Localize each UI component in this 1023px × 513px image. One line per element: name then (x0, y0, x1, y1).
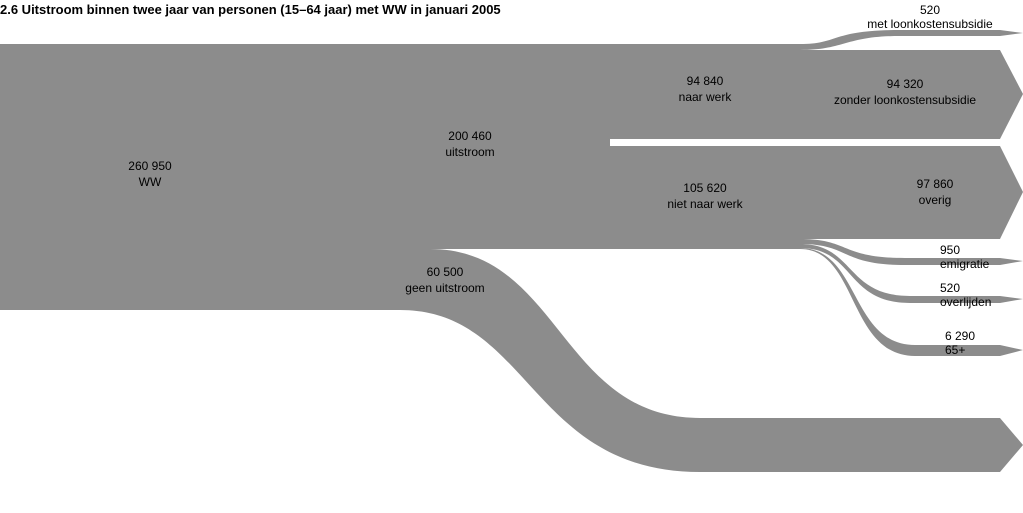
nnw-label: niet naar werk (667, 197, 743, 211)
zs-label: zonder loonkostensubsidie (834, 93, 976, 107)
od-value: 520 (940, 281, 960, 295)
sankey-diagram: 260 950 WW 200 460 uitstroom 60 500 geen… (0, 0, 1023, 513)
od-label: overlijden (940, 295, 991, 309)
uitstroom-value: 200 460 (448, 129, 492, 143)
p65-value: 6 290 (945, 329, 975, 343)
flow-emigratie (800, 239, 1023, 265)
flow-ww (0, 44, 365, 310)
ov-label: overig (919, 193, 952, 207)
p65-label: 65+ (945, 343, 965, 357)
nw-value: 94 840 (687, 74, 724, 88)
geen-value: 60 500 (427, 265, 464, 279)
geen-label: geen uitstroom (405, 281, 484, 295)
zs-value: 94 320 (887, 77, 924, 91)
ms-value: 520 (920, 3, 940, 17)
flow-overig (800, 146, 1023, 239)
nw-label: naar werk (679, 90, 733, 104)
em-label: emigratie (940, 257, 990, 271)
nnw-value: 105 620 (683, 181, 727, 195)
uitstroom-label: uitstroom (445, 145, 494, 159)
em-value: 950 (940, 243, 960, 257)
ov-value: 97 860 (917, 177, 954, 191)
ww-label: WW (139, 175, 162, 189)
ww-value: 260 950 (128, 159, 172, 173)
flow-met-sub (800, 30, 1023, 50)
ms-label: met loonkostensubsidie (867, 17, 993, 31)
